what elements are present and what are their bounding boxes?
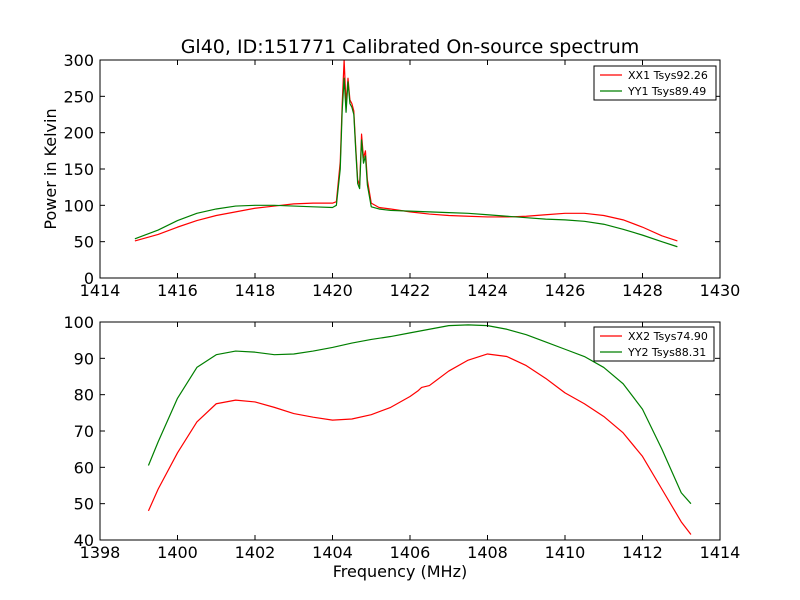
bottom-xtick-label: 1410 (545, 543, 586, 562)
bottom-ytick-label: 80 (74, 386, 94, 405)
bottom-series-xx-line (147, 353, 692, 535)
bottom-xtick-label: 1398 (80, 543, 121, 562)
bottom-legend-label-xx: XX2 Tsys74.90 (628, 330, 708, 343)
top-panel: 1414 1416 1418 1420 1422 1424 1426 1428 1430 0 50 1… (41, 51, 740, 300)
bottom-xtick-label: 1402 (235, 543, 276, 562)
top-xtick-label: 1422 (390, 281, 431, 300)
bottom-xtick-label: 1404 (312, 543, 353, 562)
top-legend-label-xx: XX1 Tsys92.26 (628, 69, 708, 82)
top-legend-box (593, 65, 717, 101)
top-xtick-label: 1424 (467, 281, 508, 300)
top-legend: XX1 Tsys92.26 YY1 Tsys89.49 (593, 65, 717, 101)
bottom-series-yy-line (147, 324, 692, 505)
bottom-series-group (147, 324, 692, 535)
top-ytick-label: 250 (63, 87, 94, 106)
top-series-yy-line (134, 77, 678, 248)
bottom-legend-box (593, 326, 715, 362)
top-ytick-label: 100 (63, 196, 94, 215)
bottom-ytick-label: 50 (74, 495, 94, 514)
bottom-xtick-label: 1414 (700, 543, 741, 562)
bottom-legend: XX2 Tsys74.90 YY2 Tsys88.31 (593, 326, 715, 362)
top-xtick-label: 1414 (80, 281, 121, 300)
top-ytick-label: 200 (63, 124, 94, 143)
top-ytick-label: 300 (63, 51, 94, 70)
bottom-ytick-label: 100 (63, 313, 94, 332)
top-xtick-label: 1416 (157, 281, 198, 300)
top-ytick-label: 150 (63, 160, 94, 179)
bottom-xtick-label: 1406 (390, 543, 431, 562)
bottom-xtick-label: 1412 (622, 543, 663, 562)
bottom-legend-label-yy: YY2 Tsys88.31 (627, 346, 706, 359)
top-xtick-label: 1420 (312, 281, 353, 300)
bottom-panel: 1398 1400 1402 1404 1406 1408 1410 1412 1414 40 50… (63, 313, 740, 581)
top-xtick-label: 1430 (700, 281, 741, 300)
top-ylabel: Power in Kelvin (41, 108, 60, 229)
top-xtick-label: 1418 (235, 281, 276, 300)
bottom-ytick-label: 90 (74, 349, 94, 368)
bottom-xtick-label: 1408 (467, 543, 508, 562)
bottom-xlabel: Frequency (MHz) (333, 562, 467, 581)
bottom-ytick-label: 40 (74, 531, 94, 550)
bottom-ytick-label: 60 (74, 458, 94, 477)
top-xtick-label: 1426 (545, 281, 586, 300)
bottom-xtick-label: 1400 (157, 543, 198, 562)
bottom-ytick-label: 70 (74, 422, 94, 441)
top-series-group (134, 60, 678, 248)
top-ytick-label: 0 (84, 269, 94, 288)
top-ytick-label: 50 (74, 233, 94, 252)
top-xtick-label: 1428 (622, 281, 663, 300)
figure-title: Gl40, ID:151771 Calibrated On-source spe… (181, 36, 640, 58)
top-legend-label-yy: YY1 Tsys89.49 (627, 85, 706, 98)
